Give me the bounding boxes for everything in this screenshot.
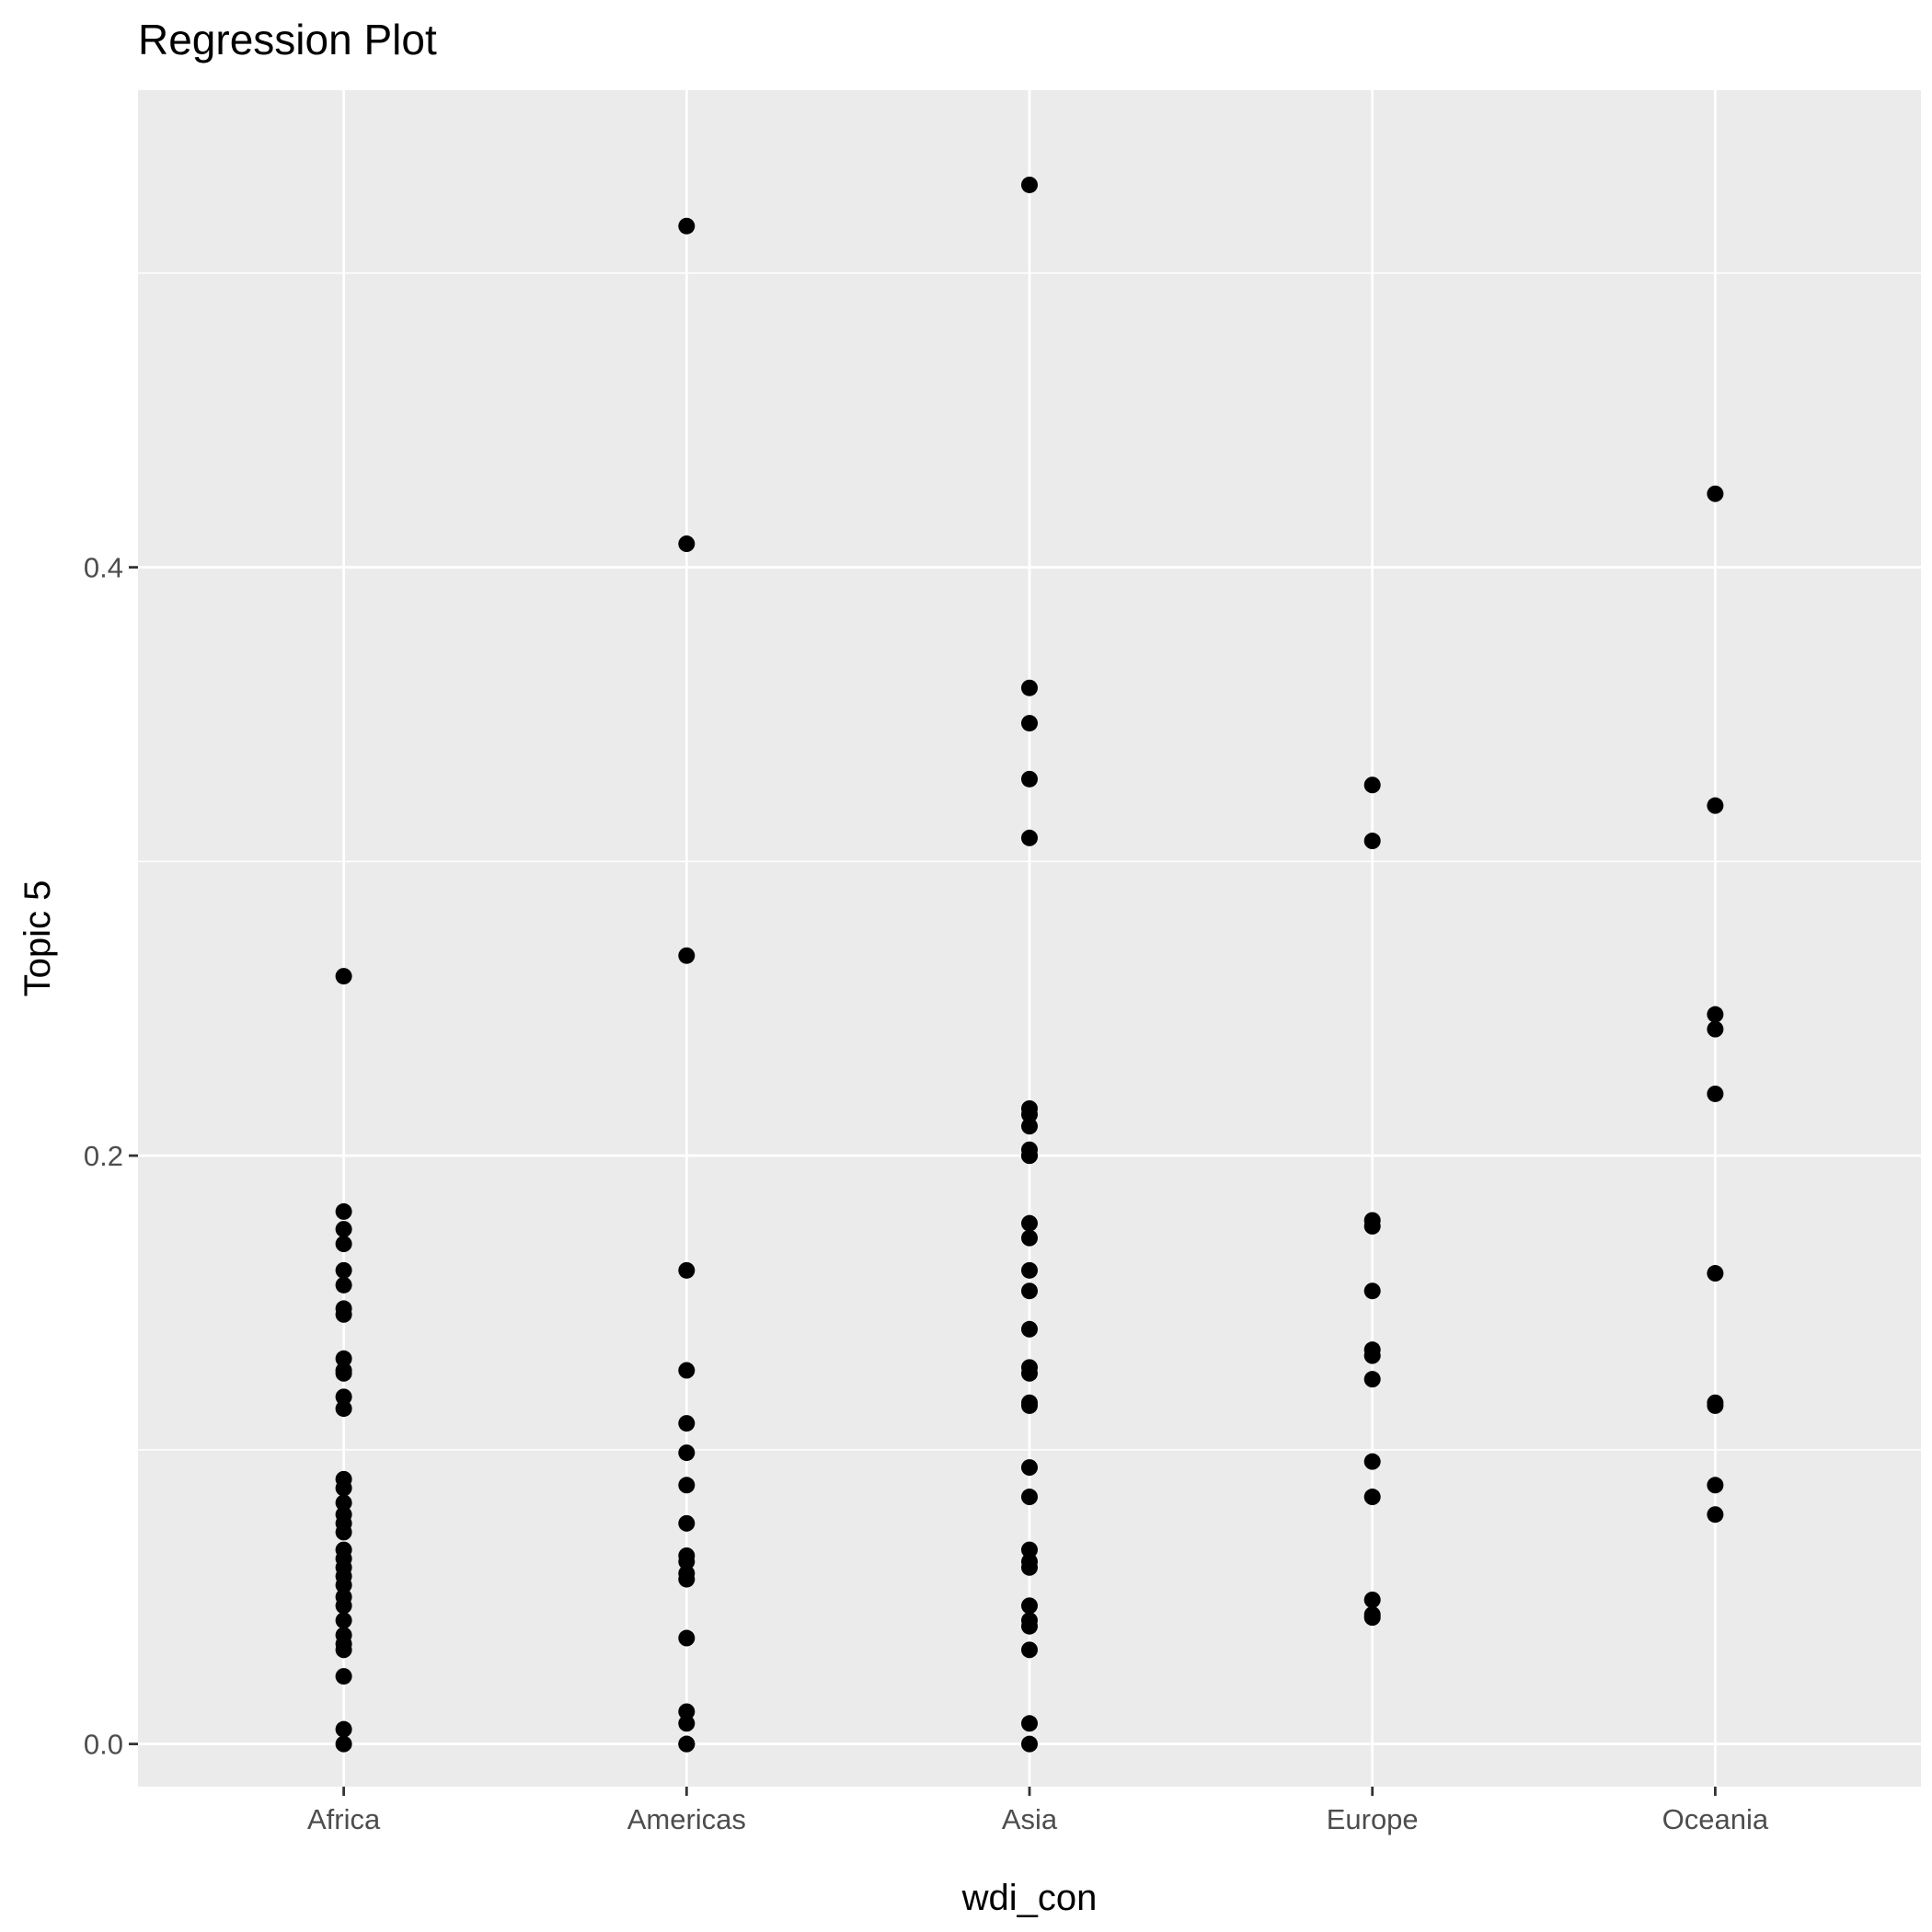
data-point <box>1363 776 1381 794</box>
x-axis-title: wdi_con <box>961 1878 1098 1918</box>
data-point <box>1707 485 1724 502</box>
x-tick-label: Europe <box>1327 1803 1419 1835</box>
data-point <box>1021 1261 1038 1279</box>
data-point <box>678 1715 696 1732</box>
data-point <box>335 1400 352 1418</box>
data-point <box>678 1444 696 1462</box>
data-point <box>335 1202 352 1220</box>
data-point <box>1707 1265 1724 1282</box>
data-point <box>1021 1597 1038 1615</box>
data-point <box>678 1261 696 1279</box>
data-point <box>335 1735 352 1753</box>
data-point <box>1021 1617 1038 1635</box>
data-point <box>1707 1006 1724 1023</box>
data-point <box>678 947 696 964</box>
x-axis: Africa Americas Asia Europe Oceania <box>307 1787 1769 1835</box>
data-point <box>678 217 696 235</box>
data-point <box>1363 1217 1381 1235</box>
data-point <box>1021 1489 1038 1506</box>
data-point <box>1021 770 1038 788</box>
data-point <box>335 1276 352 1294</box>
data-point <box>1363 1489 1381 1506</box>
y-tick-label: 0.2 <box>84 1140 123 1172</box>
data-point <box>335 1350 352 1367</box>
x-tick-label: Asia <box>1002 1803 1058 1835</box>
data-point <box>1021 715 1038 732</box>
data-point <box>1021 829 1038 846</box>
data-point <box>1021 1214 1038 1232</box>
y-tick-label: 0.0 <box>84 1729 123 1761</box>
data-point <box>1021 1541 1038 1558</box>
data-point <box>1021 1459 1038 1477</box>
data-point <box>1021 1147 1038 1165</box>
data-point <box>1363 1453 1381 1470</box>
data-point <box>335 1388 352 1406</box>
data-point <box>335 1261 352 1279</box>
data-point <box>1363 1591 1381 1608</box>
data-point <box>335 1479 352 1497</box>
data-point <box>335 1524 352 1541</box>
x-tick-label: Americas <box>627 1803 746 1835</box>
x-tick-label: Africa <box>307 1803 381 1835</box>
data-point <box>1707 1397 1724 1414</box>
data-point <box>1021 176 1038 193</box>
data-point <box>335 1236 352 1253</box>
data-point <box>678 1415 696 1432</box>
data-point <box>335 1494 352 1512</box>
data-point <box>1021 1282 1038 1300</box>
data-point <box>1363 1282 1381 1300</box>
data-point <box>1021 1364 1038 1382</box>
data-point <box>1021 1397 1038 1414</box>
data-point <box>335 1305 352 1323</box>
data-point <box>678 535 696 553</box>
y-axis: 0.0 0.2 0.4 <box>84 552 138 1761</box>
data-point <box>678 1570 696 1588</box>
y-axis-title: Topic 5 <box>17 880 58 997</box>
data-point <box>335 1221 352 1238</box>
data-point <box>678 1514 696 1532</box>
data-point <box>1021 1558 1038 1576</box>
data-point <box>335 1641 352 1659</box>
data-point <box>1021 1735 1038 1753</box>
data-point <box>678 1703 696 1720</box>
data-point <box>678 1362 696 1379</box>
data-point <box>335 968 352 985</box>
x-tick-label: Oceania <box>1662 1803 1769 1835</box>
data-point <box>1363 1609 1381 1627</box>
chart-title: Regression Plot <box>138 16 437 63</box>
data-point <box>678 1553 696 1570</box>
data-point <box>1021 679 1038 696</box>
data-point <box>1021 1118 1038 1135</box>
data-point <box>335 1720 352 1738</box>
data-point <box>1021 1320 1038 1338</box>
data-point <box>678 1477 696 1494</box>
data-point <box>1021 1106 1038 1123</box>
data-point <box>1363 833 1381 850</box>
data-point <box>678 1735 696 1753</box>
data-point <box>1363 1371 1381 1388</box>
data-points <box>335 176 1724 1753</box>
data-point <box>1021 1715 1038 1732</box>
data-point <box>678 1629 696 1647</box>
y-tick-label: 0.4 <box>84 552 123 584</box>
data-point <box>335 1668 352 1685</box>
data-point <box>335 1364 352 1382</box>
data-point <box>1707 797 1724 814</box>
data-point <box>335 1597 352 1615</box>
data-point <box>1707 1020 1724 1038</box>
data-point <box>335 1612 352 1629</box>
data-point <box>1021 1229 1038 1247</box>
data-point <box>335 1576 352 1593</box>
data-point <box>1021 1641 1038 1659</box>
data-point <box>1707 1085 1724 1102</box>
data-point <box>1707 1506 1724 1524</box>
data-point <box>1707 1477 1724 1494</box>
data-point <box>1363 1347 1381 1364</box>
